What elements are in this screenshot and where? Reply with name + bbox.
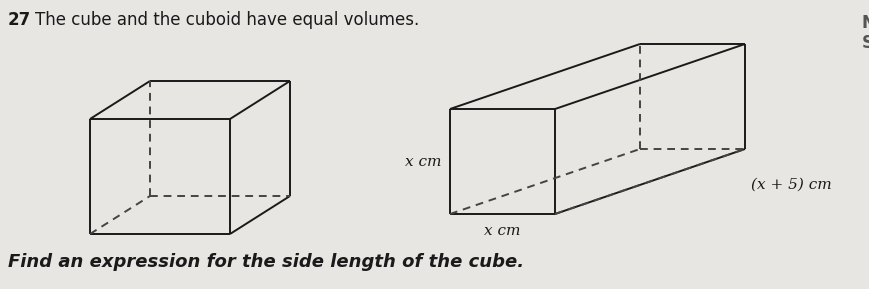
Text: N: N: [861, 14, 869, 32]
Text: x cm: x cm: [405, 155, 441, 168]
Text: S: S: [861, 34, 869, 52]
Text: (x + 5) cm: (x + 5) cm: [750, 178, 831, 192]
Text: Find an expression for the side length of the cube.: Find an expression for the side length o…: [8, 253, 523, 271]
Text: 27: 27: [8, 11, 31, 29]
Text: x cm: x cm: [484, 224, 521, 238]
Text: The cube and the cuboid have equal volumes.: The cube and the cuboid have equal volum…: [35, 11, 419, 29]
